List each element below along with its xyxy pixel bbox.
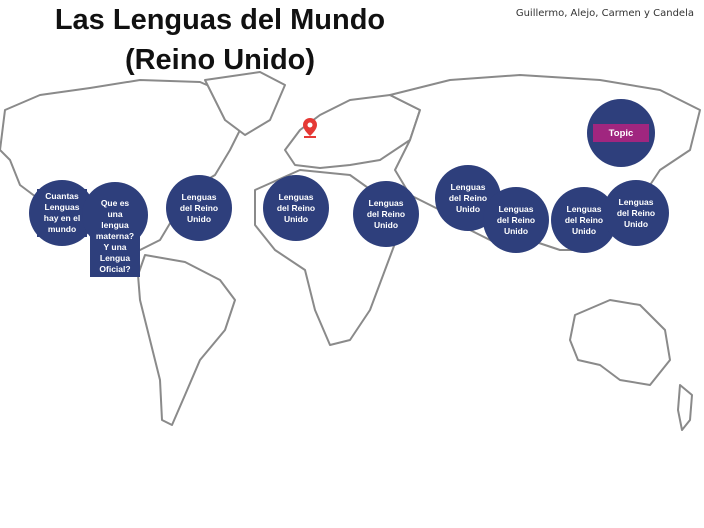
title: Las Lenguas del Mundo (54, 4, 386, 36)
topic-node[interactable]: Lenguas del Reino Unido (603, 180, 669, 246)
topic-node[interactable]: Lenguas del Reino Unido (353, 181, 419, 247)
topic-circle[interactable]: Topic (587, 99, 655, 167)
node-label: Lenguas del Reino Unido (496, 203, 536, 236)
node-label: Lenguas del Reino Unido (564, 203, 604, 236)
node-label: Lenguas del Reino Unido (179, 191, 219, 224)
new-zealand (677, 384, 693, 431)
location-pin (303, 118, 317, 138)
node-label: Lenguas del Reino Unido (616, 196, 656, 229)
node-label: Lenguas del Reino Unido (366, 197, 406, 230)
greenland (204, 71, 286, 136)
topic-node[interactable]: Lenguas del Reino Unido (166, 175, 232, 241)
topic-node[interactable]: Lenguas del Reino Unido (483, 187, 549, 253)
node-label: Lenguas del Reino Unido (276, 191, 316, 224)
node-label: Que es una lengua materna? Y una Lengua … (90, 195, 140, 277)
topic-label: Topic (593, 124, 649, 142)
topic-node[interactable]: Que es una lengua materna? Y una Lengua … (82, 182, 148, 277)
australia (569, 299, 671, 386)
node-label: Lenguas del Reino Unido (448, 181, 488, 214)
south-america (137, 254, 236, 426)
europe (284, 94, 421, 169)
node-label: Cuantas Lenguas hay en el mundo (37, 189, 87, 237)
authors: Guillermo, Alejo, Carmen y Candela (515, 8, 694, 19)
title: (Reino Unido) (124, 44, 316, 76)
topic-node[interactable]: Lenguas del Reino Unido (263, 175, 329, 241)
